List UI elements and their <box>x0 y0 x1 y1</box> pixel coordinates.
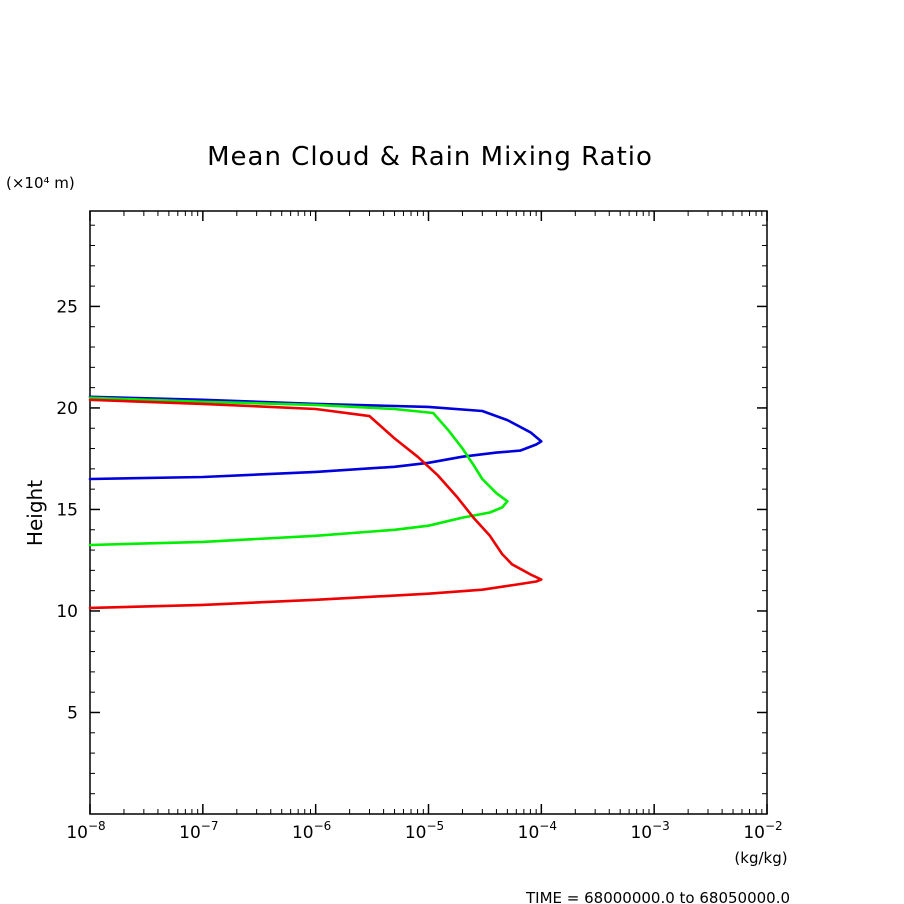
series-line-1 <box>88 395 543 481</box>
chart-title: Mean Cloud & Rain Mixing Ratio <box>207 142 653 172</box>
x-tick-label: 10−2 <box>743 819 782 843</box>
y-tick-label: 10 <box>56 602 78 622</box>
time-range-footer: TIME = 68000000.0 to 68050000.0 <box>525 889 790 904</box>
x-tick-label: 10−3 <box>630 819 669 843</box>
x-tick-label: 10−4 <box>518 819 557 843</box>
y-axis-label: Height <box>23 480 47 546</box>
series-line-2 <box>88 396 509 547</box>
x-tick-label: 10−7 <box>179 819 218 843</box>
x-tick-label: 10−5 <box>405 819 444 843</box>
y-tick-label: 15 <box>56 500 78 520</box>
y-axis-unit-label: (×10⁴ m) <box>6 174 75 192</box>
x-tick-label: 10−8 <box>66 819 105 843</box>
y-tick-label: 5 <box>67 703 78 723</box>
series-layer <box>88 395 543 610</box>
y-tick-label: 20 <box>56 399 78 419</box>
y-tick-label: 25 <box>56 297 78 317</box>
minor-ticks <box>90 211 767 814</box>
plot-frame <box>89 210 768 815</box>
y-axis-ticks: 5 10 15 20 25 <box>56 297 767 723</box>
series-line-3 <box>88 398 543 610</box>
x-tick-label: 10−6 <box>292 819 331 843</box>
x-axis-unit-label: (kg/kg) <box>734 849 787 867</box>
